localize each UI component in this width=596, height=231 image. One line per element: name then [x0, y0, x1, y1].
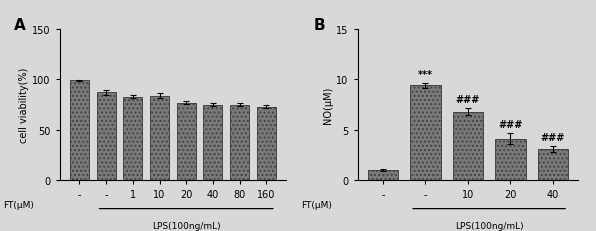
Text: FT(μM): FT(μM)	[301, 200, 332, 209]
Text: LPS(100ng/mL): LPS(100ng/mL)	[152, 221, 221, 230]
Text: FT(μM): FT(μM)	[3, 200, 34, 209]
Bar	[495, 139, 526, 180]
Text: ***: ***	[418, 70, 433, 79]
Bar	[176, 103, 195, 180]
Text: ###: ###	[456, 95, 480, 105]
Bar	[257, 107, 276, 180]
Text: ###: ###	[498, 120, 523, 130]
Bar	[97, 93, 116, 180]
Bar	[410, 86, 440, 180]
Bar	[452, 112, 483, 180]
Bar	[538, 149, 568, 180]
Text: ###: ###	[541, 132, 565, 142]
Bar	[70, 81, 89, 180]
Bar	[203, 105, 222, 180]
Bar	[123, 97, 142, 180]
Y-axis label: cell viability(%): cell viability(%)	[19, 68, 29, 143]
Bar	[150, 96, 169, 180]
Bar	[368, 170, 398, 180]
Text: A: A	[14, 18, 26, 33]
Text: LPS(100ng/mL): LPS(100ng/mL)	[455, 221, 523, 230]
Bar	[230, 105, 249, 180]
Y-axis label: NO(μM): NO(μM)	[324, 86, 333, 124]
Text: B: B	[313, 18, 325, 33]
